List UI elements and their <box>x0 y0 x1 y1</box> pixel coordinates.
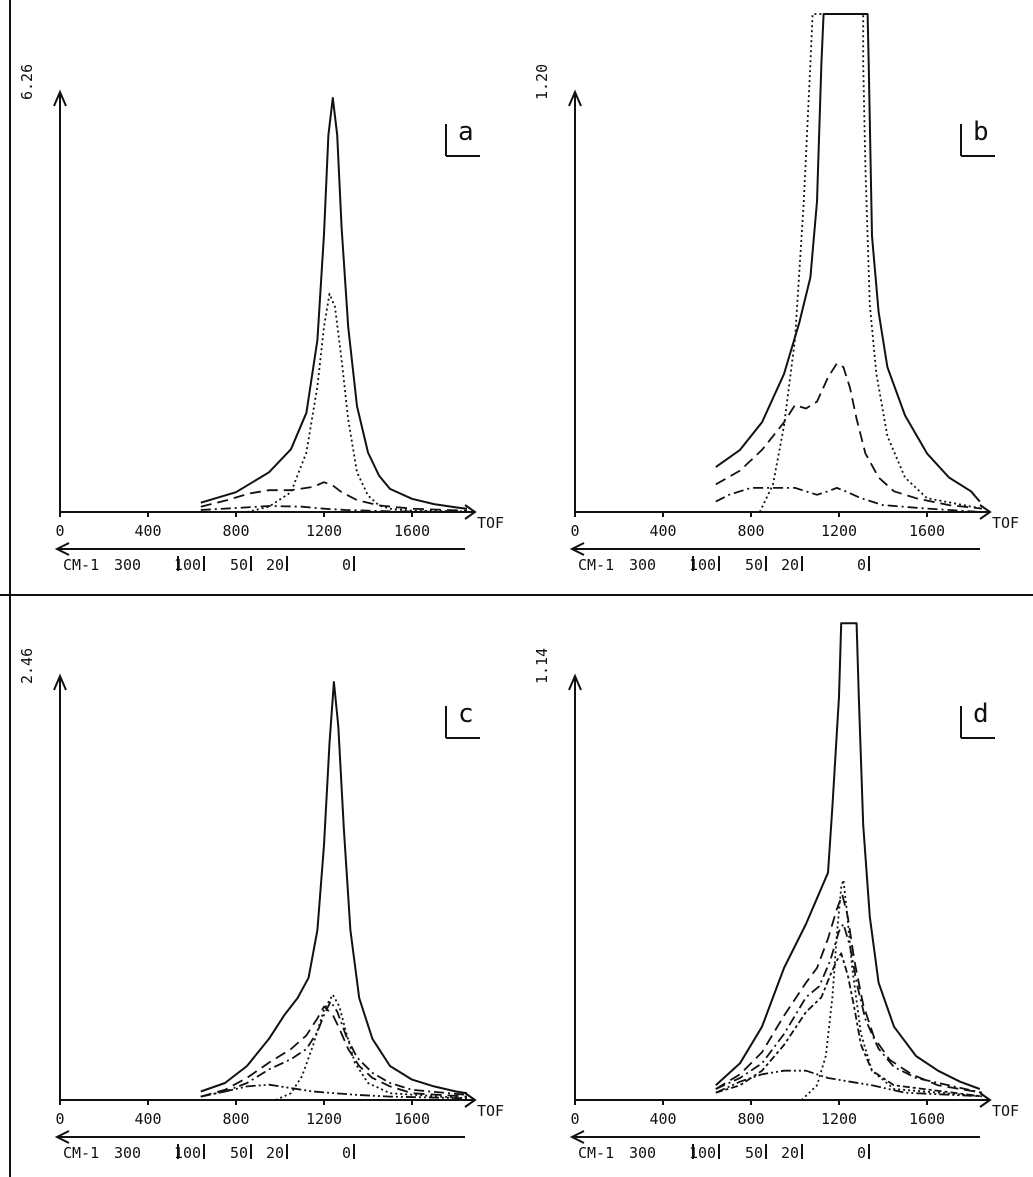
panel-letter: a <box>458 117 474 147</box>
x-tick-label: 1200 <box>821 1110 857 1128</box>
energy-tick-label: 100 <box>174 556 201 574</box>
x-tick-label: 1200 <box>306 1110 342 1128</box>
x-tick-label: 400 <box>134 522 161 540</box>
x-axis-label: TOF <box>477 514 504 532</box>
y-axis-arrow <box>568 673 582 691</box>
energy-tick-label: 20 <box>781 556 799 574</box>
energy-unit-label: CM-1 <box>63 556 99 574</box>
y-max-label: 6.26 <box>18 64 36 100</box>
x-tick-label: 0 <box>55 1110 64 1128</box>
x-tick-label: 1600 <box>394 522 430 540</box>
energy-tick-label: 20 <box>781 1144 799 1162</box>
y-max-label: 2.46 <box>18 648 36 684</box>
energy-tick-label: 300 <box>629 556 656 574</box>
x-tick-label: 400 <box>649 1110 676 1128</box>
series-line-dashdotdot <box>715 1069 983 1098</box>
x-axis-arrow <box>979 1092 992 1108</box>
series-line-dotted <box>758 13 983 513</box>
x-tick-label: 800 <box>222 1110 249 1128</box>
series-line-dotted <box>800 879 983 1101</box>
energy-unit-label: CM-1 <box>578 1144 614 1162</box>
y-max-label: 1.14 <box>533 648 551 684</box>
energy-tick-label: 100 <box>689 556 716 574</box>
energy-tick-label: 0 <box>342 556 351 574</box>
chart-panel-d: 1.14 0 400 800 1200 1600 TOF CM-1 300 100 50 20 0 d <box>533 622 1019 1162</box>
y-axis-arrow <box>53 673 67 691</box>
x-axis-label: TOF <box>992 1102 1019 1120</box>
series-line-solid <box>715 13 981 503</box>
y-axis-arrow <box>53 89 67 107</box>
series-line-dashed <box>715 362 983 510</box>
energy-tick-label: 300 <box>629 1144 656 1162</box>
energy-tick-label: 50 <box>230 556 248 574</box>
energy-tick-label: 50 <box>230 1144 248 1162</box>
series-line-solid <box>200 681 468 1095</box>
energy-tick-label: 300 <box>114 556 141 574</box>
y-axis-arrow <box>568 89 582 107</box>
x-tick-label: 1600 <box>909 522 945 540</box>
chart-panel-a: 6.26 0 400 800 1200 1600 TOF CM-1 300 100 50 20 0 a <box>18 64 504 574</box>
series-line-dashed <box>200 1005 468 1098</box>
x-tick-label: 1600 <box>909 1110 945 1128</box>
energy-tick-label: 300 <box>114 1144 141 1162</box>
series-line-dashed <box>715 893 983 1094</box>
x-tick-label: 1600 <box>394 1110 430 1128</box>
energy-tick-label: 100 <box>689 1144 716 1162</box>
series-line-dashdotdot <box>200 1083 468 1100</box>
energy-tick-label: 0 <box>857 556 866 574</box>
series-line-dashdot2 <box>715 952 983 1098</box>
series-line-dashdot <box>200 1000 468 1098</box>
series-line-dashdot <box>200 505 468 513</box>
energy-axis-arrow <box>569 542 585 556</box>
energy-axis-arrow <box>54 542 70 556</box>
series-line-dashdot <box>715 487 983 513</box>
series-line-dotted <box>246 292 468 513</box>
x-axis-arrow <box>464 504 477 520</box>
x-axis-arrow <box>979 504 992 520</box>
x-tick-label: 0 <box>55 522 64 540</box>
energy-unit-label: CM-1 <box>63 1144 99 1162</box>
energy-tick-label: 50 <box>745 1144 763 1162</box>
panels: 6.26 0 400 800 1200 1600 TOF CM-1 300 100 50 20 0 a 1.… <box>18 13 1019 1162</box>
energy-axis-arrow <box>569 1130 585 1144</box>
chart-panel-c: 2.46 0 400 800 1200 1600 TOF CM-1 300 100 50 20 0 c <box>18 648 504 1162</box>
x-tick-label: 0 <box>570 1110 579 1128</box>
panel-letter: b <box>973 117 989 147</box>
energy-tick-label: 20 <box>266 1144 284 1162</box>
x-tick-label: 800 <box>737 522 764 540</box>
energy-tick-label: 50 <box>745 556 763 574</box>
x-axis-label: TOF <box>992 514 1019 532</box>
panel-letter: d <box>973 699 989 729</box>
energy-tick-label: 0 <box>857 1144 866 1162</box>
series-line-solid <box>200 97 468 510</box>
series-line-solid <box>715 622 981 1090</box>
energy-tick-label: 0 <box>342 1144 351 1162</box>
x-tick-label: 800 <box>737 1110 764 1128</box>
panel-letter: c <box>458 699 474 729</box>
x-tick-label: 400 <box>649 522 676 540</box>
series-line-dashed <box>200 481 468 512</box>
x-tick-label: 1200 <box>306 522 342 540</box>
x-tick-label: 400 <box>134 1110 161 1128</box>
energy-tick-label: 100 <box>174 1144 201 1162</box>
series-line-dashdot <box>715 923 983 1094</box>
x-tick-label: 800 <box>222 522 249 540</box>
energy-tick-label: 20 <box>266 556 284 574</box>
x-tick-label: 0 <box>570 522 579 540</box>
x-tick-label: 1200 <box>821 522 857 540</box>
energy-axis-arrow <box>54 1130 70 1144</box>
series-line-dotted <box>275 993 468 1101</box>
chart-panel-b: 1.20 0 400 800 1200 1600 TOF CM-1 300 100 50 20 0 b <box>533 13 1019 574</box>
y-max-label: 1.20 <box>533 64 551 100</box>
x-axis-arrow <box>464 1092 477 1108</box>
energy-unit-label: CM-1 <box>578 556 614 574</box>
x-axis-label: TOF <box>477 1102 504 1120</box>
